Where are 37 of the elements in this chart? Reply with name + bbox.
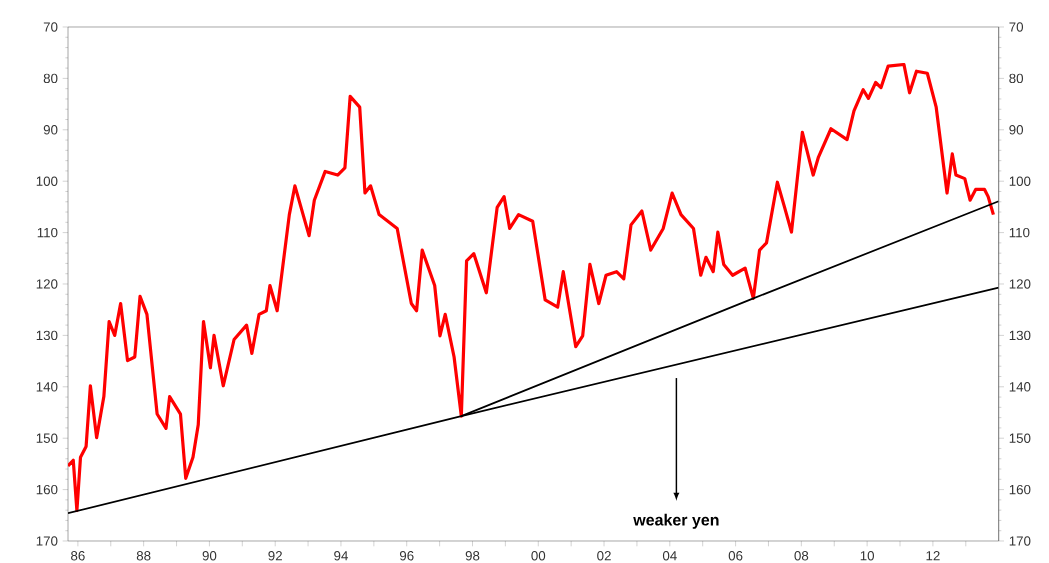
- x-tick-label: 86: [71, 551, 85, 561]
- y-tick-label: 140: [36, 382, 58, 392]
- y-tick-label: 120: [36, 279, 58, 289]
- y2-tick-label: 70: [1009, 22, 1024, 32]
- x-tick-label: 06: [728, 551, 743, 561]
- y2-tick-label: 160: [1009, 484, 1031, 495]
- y2-tick-label: 110: [1009, 227, 1030, 238]
- x-tick-label: 08: [794, 551, 809, 561]
- y-tick-label: 130: [36, 330, 58, 341]
- x-tick-label: 90: [202, 551, 217, 561]
- annotation: weaker yen: [633, 513, 719, 529]
- y2-tick-label: 130: [1009, 330, 1031, 341]
- y-tick-label: 70: [43, 22, 58, 32]
- y-tick-label: 150: [36, 433, 58, 443]
- y-tick-label: 170: [36, 536, 58, 546]
- y-tick-label: 100: [36, 176, 58, 186]
- y2-tick-label: 150: [1009, 433, 1031, 443]
- x-tick-label: 04: [662, 551, 677, 561]
- y-tick-label: 110: [37, 227, 58, 238]
- y2-tick-label: 140: [1009, 382, 1031, 392]
- x-tick-label: 02: [597, 551, 611, 561]
- y2-tick-label: 120: [1009, 279, 1031, 289]
- x-tick-label: 88: [136, 551, 151, 561]
- y-tick-label: 160: [36, 484, 58, 495]
- y2-tick-label: 80: [1009, 73, 1024, 84]
- y2-tick-label: 170: [1009, 536, 1031, 546]
- y-tick-label: 80: [43, 73, 58, 84]
- y-tick-label: 90: [43, 125, 58, 135]
- y2-tick-label: 100: [1009, 176, 1031, 186]
- x-tick-label: 00: [531, 551, 546, 561]
- x-tick-label: 92: [268, 551, 282, 561]
- x-tick-label: 10: [860, 551, 875, 561]
- y2-tick-label: 90: [1009, 125, 1024, 135]
- x-tick-label: 96: [399, 551, 414, 561]
- x-tick-label: 94: [334, 551, 348, 561]
- x-tick-label: 12: [926, 551, 940, 561]
- x-tick-label: 98: [465, 551, 480, 561]
